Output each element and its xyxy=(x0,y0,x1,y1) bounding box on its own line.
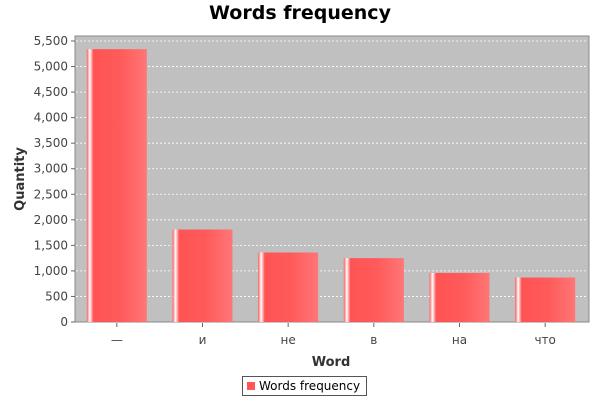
bar xyxy=(343,258,404,322)
legend-label: Words frequency xyxy=(259,379,361,393)
y-tick-label: 3,500 xyxy=(34,136,68,150)
bar xyxy=(515,277,576,322)
legend-swatch xyxy=(247,382,255,390)
bars xyxy=(86,49,576,322)
y-tick-label: 5,500 xyxy=(34,34,68,48)
legend: Words frequency xyxy=(242,376,368,396)
bar xyxy=(86,49,147,322)
x-tick-label: на xyxy=(452,333,467,347)
y-tick-label: 4,000 xyxy=(34,111,68,125)
y-tick-label: 0 xyxy=(60,315,68,329)
y-tick-label: 2,000 xyxy=(34,213,68,227)
y-axis-label: Quantity xyxy=(13,147,28,211)
bar xyxy=(429,272,490,322)
x-tick-label: что xyxy=(534,333,555,347)
bar xyxy=(258,252,319,322)
x-tick-label: не xyxy=(281,333,296,347)
x-tick-label: и xyxy=(199,333,207,347)
y-tick-label: 4,500 xyxy=(34,85,68,99)
x-tick-label: — xyxy=(111,333,123,347)
x-axis-ticks: — и не в на что xyxy=(111,323,556,347)
chart-title: Words frequency xyxy=(209,2,391,24)
y-tick-label: 1,500 xyxy=(34,238,68,252)
x-tick-label: в xyxy=(370,333,377,347)
y-tick-label: 1,000 xyxy=(34,264,68,278)
x-axis-label: Word xyxy=(312,355,351,370)
y-tick-label: 3,000 xyxy=(34,162,68,176)
y-tick-label: 5,000 xyxy=(34,60,68,74)
y-axis-ticks: 0 500 1,000 1,500 2,000 2,500 3,000 3,500 4,000 4… xyxy=(34,34,75,329)
y-tick-label: 2,500 xyxy=(34,187,68,201)
y-tick-label: 500 xyxy=(45,289,68,303)
gridlines xyxy=(76,40,588,297)
bar xyxy=(172,229,233,322)
plot-area xyxy=(74,35,590,323)
